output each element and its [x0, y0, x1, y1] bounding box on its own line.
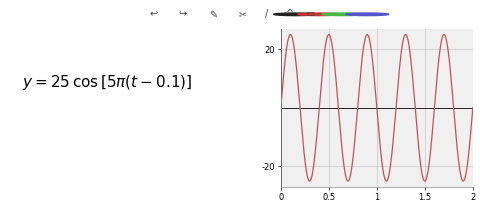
Circle shape — [322, 13, 365, 16]
Circle shape — [274, 13, 317, 16]
Text: /: / — [265, 9, 268, 19]
Text: ✂: ✂ — [239, 9, 246, 19]
Circle shape — [298, 13, 341, 16]
Text: $y = 25\,\cos\left[5\pi(t - 0.1)\right]$: $y = 25\,\cos\left[5\pi(t - 0.1)\right]$ — [22, 73, 192, 92]
Text: ↪: ↪ — [179, 9, 186, 19]
Text: ↩: ↩ — [150, 9, 157, 19]
Text: ✎: ✎ — [210, 9, 217, 19]
Text: ^: ^ — [287, 9, 294, 19]
Circle shape — [346, 13, 389, 16]
Text: ▭: ▭ — [305, 9, 314, 19]
